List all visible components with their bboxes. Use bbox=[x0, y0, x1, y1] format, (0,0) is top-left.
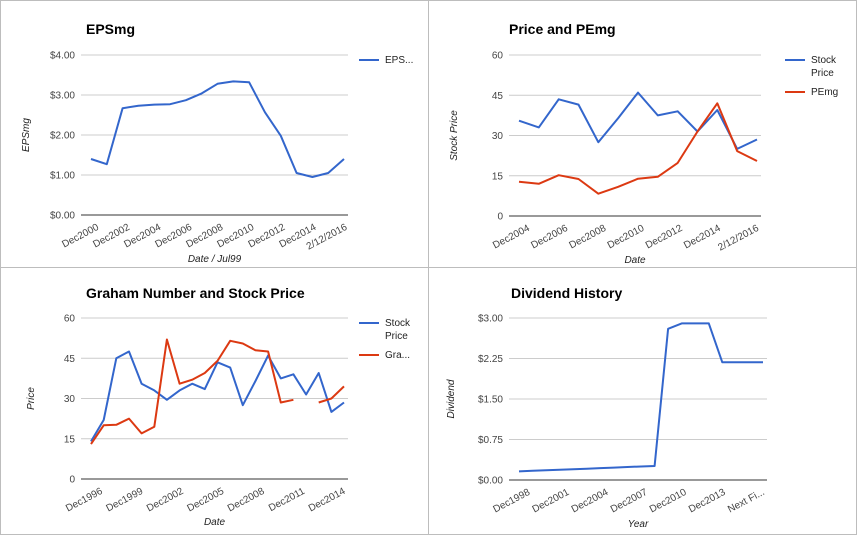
y-tick-label: $0.00 bbox=[50, 211, 75, 222]
y-tick-label: $2.25 bbox=[478, 354, 503, 365]
x-tick-label: Dec2004 bbox=[491, 223, 532, 252]
x-axis-title: Year bbox=[628, 519, 649, 530]
y-tick-label: $1.50 bbox=[478, 395, 503, 406]
x-axis-title: Date bbox=[624, 255, 646, 266]
x-tick-label: Dec1998 bbox=[492, 487, 533, 516]
dividend-chart-panel: Dividend History $0.00 $0.75 $1.50 $2.25 $3.0… bbox=[428, 267, 857, 535]
chart-title: Dividend History bbox=[511, 285, 622, 301]
y-tick-label: 0 bbox=[497, 212, 503, 223]
graham-chart: Graham Number and Stock Price 0 15 30 45 60 Pr… bbox=[26, 285, 411, 528]
y-axis-title: Price bbox=[26, 387, 37, 410]
series-line bbox=[90, 350, 345, 442]
legend-label: Stock Price bbox=[811, 55, 837, 79]
price-pe-chart-panel: Price and PEmg 0 15 30 45 60 Stock Price Date De… bbox=[428, 0, 857, 268]
x-tick-label: Dec2002 bbox=[145, 486, 186, 515]
y-axis-title: Stock Price bbox=[449, 110, 460, 161]
series-line bbox=[90, 80, 345, 178]
x-tick-label: Dec2014 bbox=[682, 223, 723, 252]
x-tick-label: Dec2011 bbox=[267, 486, 307, 514]
x-tick-label: Dec2008 bbox=[568, 223, 609, 252]
x-tick-label: Dec2013 bbox=[687, 487, 728, 516]
price-pe-chart: Price and PEmg 0 15 30 45 60 Stock Price Date De… bbox=[449, 21, 838, 266]
x-tick-label: Dec2001 bbox=[531, 487, 572, 516]
x-tick-label: Dec2014 bbox=[307, 486, 348, 515]
x-tick-label: Dec1996 bbox=[64, 486, 105, 515]
y-tick-label: $0.75 bbox=[478, 435, 503, 446]
x-tick-label: Dec2006 bbox=[529, 223, 570, 252]
x-tick-label: Dec2005 bbox=[185, 486, 226, 515]
chart-title: Price and PEmg bbox=[509, 21, 616, 37]
x-axis-title: Date bbox=[204, 517, 226, 528]
chart-title: Graham Number and Stock Price bbox=[86, 285, 305, 301]
legend-label: Stock Price bbox=[385, 318, 411, 342]
x-tick-label: Dec2012 bbox=[644, 223, 685, 252]
x-tick-label: Dec2010 bbox=[606, 223, 647, 252]
y-tick-label: 45 bbox=[492, 91, 504, 102]
y-tick-label: 15 bbox=[64, 434, 76, 445]
graham-chart-panel: Graham Number and Stock Price 0 15 30 45 60 Pr… bbox=[0, 267, 429, 535]
dividend-chart: Dividend History $0.00 $0.75 $1.50 $2.25 $3.0… bbox=[446, 285, 767, 530]
x-tick-label: 2/12/2016 bbox=[716, 223, 761, 254]
x-axis-title: Date / Jul99 bbox=[188, 254, 242, 265]
chart-title: EPSmg bbox=[86, 21, 135, 37]
y-tick-label: $2.00 bbox=[50, 131, 75, 142]
eps-chart-panel: EPSmg $0.00 $1.00 $2.00 $3.00 $4.00 EPSmg Date … bbox=[0, 0, 429, 268]
y-tick-label: $3.00 bbox=[50, 91, 75, 102]
x-tick-label: Dec1999 bbox=[105, 486, 146, 515]
y-axis-title: Dividend bbox=[446, 379, 457, 418]
eps-chart: EPSmg $0.00 $1.00 $2.00 $3.00 $4.00 EPSmg Date … bbox=[21, 21, 413, 265]
x-tick-label: Dec2010 bbox=[648, 487, 689, 516]
y-tick-label: 30 bbox=[492, 131, 504, 142]
y-axis-title: EPSmg bbox=[21, 118, 32, 152]
series-line bbox=[90, 338, 345, 445]
legend-label: PEmg bbox=[811, 87, 838, 98]
series-line bbox=[518, 91, 758, 150]
y-tick-label: $0.00 bbox=[478, 476, 503, 487]
legend-label: Gra... bbox=[385, 350, 410, 361]
y-tick-label: 60 bbox=[492, 51, 504, 62]
y-tick-label: 30 bbox=[64, 394, 76, 405]
x-tick-label: Next Fi... bbox=[726, 487, 766, 515]
y-tick-label: $3.00 bbox=[478, 314, 503, 325]
y-tick-label: 15 bbox=[492, 171, 504, 182]
series-line bbox=[518, 322, 763, 473]
series-line bbox=[518, 102, 758, 195]
y-tick-label: 60 bbox=[64, 314, 76, 325]
x-tick-label: Dec2007 bbox=[609, 487, 650, 516]
y-tick-label: 0 bbox=[69, 475, 75, 486]
legend-label: EPS... bbox=[385, 55, 413, 66]
y-tick-label: $1.00 bbox=[50, 171, 75, 182]
y-tick-label: 45 bbox=[64, 354, 76, 365]
y-tick-label: $4.00 bbox=[50, 51, 75, 62]
x-tick-label: Dec2004 bbox=[570, 487, 611, 516]
x-tick-label: Dec2008 bbox=[226, 486, 267, 515]
